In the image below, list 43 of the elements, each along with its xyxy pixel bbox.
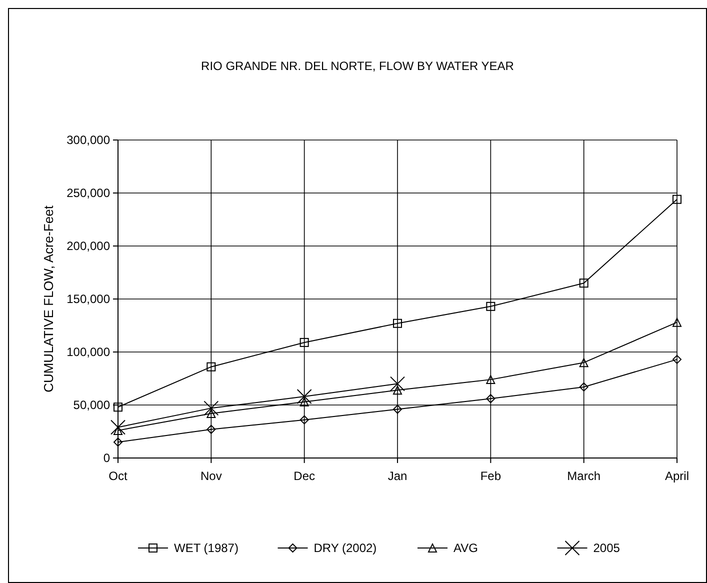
point: [110, 420, 126, 435]
x-tick-label: April: [664, 469, 690, 483]
point: [486, 394, 496, 404]
point: [393, 318, 402, 328]
x-tick-label: Oct: [108, 469, 128, 483]
point: [206, 362, 216, 372]
legend-label: DRY (2002): [314, 541, 377, 556]
point: [672, 354, 682, 364]
point: [672, 194, 682, 204]
x-tick-label: Nov: [200, 469, 222, 483]
point: [390, 376, 405, 392]
x-tick-label: Feb: [480, 469, 502, 483]
x-tick-label: Dec: [294, 469, 316, 483]
point: [206, 424, 216, 434]
point: [206, 408, 216, 418]
y-tick-label: 50,000: [73, 398, 110, 412]
point: [486, 302, 496, 311]
point: [114, 438, 122, 447]
point: [579, 278, 588, 288]
point: [393, 404, 402, 414]
legend-label: WET (1987): [174, 541, 238, 556]
y-tick-label: 100,000: [66, 345, 110, 360]
legend-label: 2005: [593, 541, 620, 556]
point: [300, 415, 309, 424]
y-tick-label: 300,000: [66, 133, 110, 148]
point: [300, 397, 309, 406]
y-axis-title: CUMULATIVE FLOW, Acre-Feet: [41, 205, 56, 392]
y-tick-label: 200,000: [66, 239, 110, 254]
point: [672, 318, 682, 327]
y-tick-label: 150,000: [66, 292, 110, 306]
point: [204, 400, 219, 416]
point: [296, 389, 312, 404]
y-tick-label: 0: [103, 451, 110, 466]
point: [300, 338, 309, 347]
chart-title: RIO GRANDE NR. DEL NORTE, FLOW BY WATER YEAR: [201, 59, 514, 73]
point: [486, 375, 496, 384]
x-tick-label: March: [567, 469, 601, 483]
x-tick-label: Jan: [388, 469, 408, 483]
point: [579, 358, 588, 368]
y-tick-label: 250,000: [66, 186, 110, 200]
point: [579, 382, 588, 392]
legend-label: AVG: [454, 541, 478, 556]
point: [393, 386, 402, 395]
